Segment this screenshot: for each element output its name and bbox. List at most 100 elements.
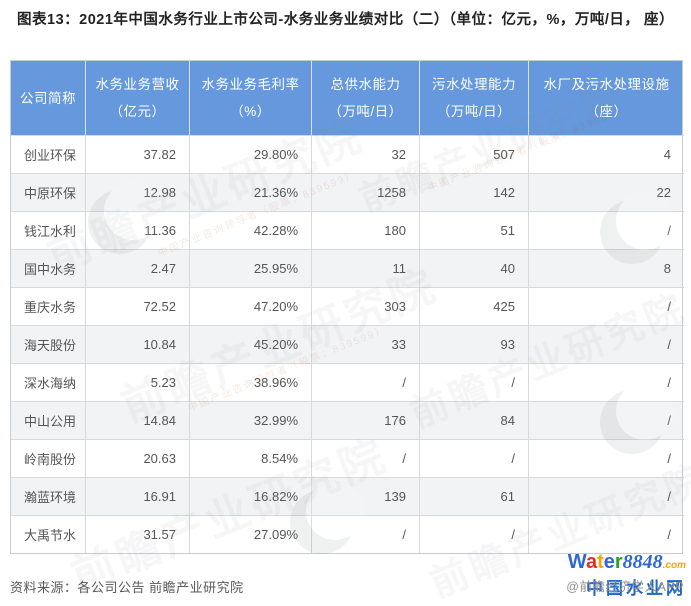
brand-letter: W: [567, 551, 586, 573]
value-cell: 5.23: [86, 363, 190, 401]
table-row: 重庆水务 72.52 47.20% 303 425/: [11, 287, 684, 325]
value-cell: 1258: [312, 173, 420, 211]
table-row: 海天股份 10.84 45.20% 33 93/: [11, 325, 684, 363]
value-cell: /: [529, 401, 684, 439]
value-cell: /: [529, 439, 684, 477]
value-cell: 45.20%: [190, 325, 312, 363]
column-header-gross-margin: 水务业务毛利率 （%）: [190, 61, 312, 135]
value-cell: 93: [420, 325, 529, 363]
company-cell: 岭南股份: [11, 439, 86, 477]
value-cell: /: [312, 515, 420, 553]
company-cell: 创业环保: [11, 135, 86, 173]
table-row: 创业环保 37.82 29.80% 32 507 4: [11, 135, 684, 173]
value-cell: 11: [312, 249, 420, 287]
value-cell: 11.36: [86, 211, 190, 249]
company-cell: 中山公用: [11, 401, 86, 439]
figure-title: 图表13：2021年中国水务行业上市公司-水务业务业绩对比（二）（单位：亿元，%…: [17, 12, 674, 28]
company-cell: 钱江水利: [11, 211, 86, 249]
value-cell: /: [529, 515, 684, 553]
table-header-row: 公司简称 水务业务营收 （亿元） 水务业务毛利率 （%） 总供水能力 （万吨/日…: [11, 61, 682, 135]
value-cell: /: [529, 477, 684, 515]
value-cell: 27.09%: [190, 515, 312, 553]
header-unit: （万吨/日）: [436, 104, 512, 119]
value-cell: 10.84: [86, 325, 190, 363]
column-header-company: 公司简称: [11, 61, 86, 135]
value-cell: 20.63: [86, 439, 190, 477]
header-label: 水务业务毛利率: [201, 77, 300, 92]
value-cell: 72.52: [86, 287, 190, 325]
company-cell: 中原环保: [11, 173, 86, 211]
brand-letter: r: [614, 551, 623, 573]
water8848-logo: Water8848.com: [568, 551, 686, 573]
header-label: 污水处理能力: [432, 77, 516, 92]
value-cell: 176: [312, 401, 420, 439]
table-row: 钱江水利 11.36 42.28% 180 51/: [11, 211, 684, 249]
value-cell: 4: [529, 135, 684, 173]
value-cell: 40: [420, 249, 529, 287]
column-header-supply-capacity: 总供水能力 （万吨/日）: [312, 61, 420, 135]
header-label: 公司简称: [20, 90, 76, 106]
company-cell: 重庆水务: [11, 287, 86, 325]
value-cell: /: [529, 211, 684, 249]
value-cell: 61: [420, 477, 529, 515]
table-row: 瀚蓝环境 16.91 16.82% 139 61/: [11, 477, 684, 515]
header-unit: （座）: [585, 104, 628, 119]
value-cell: 142: [420, 173, 529, 211]
value-cell: 139: [312, 477, 420, 515]
company-cell: 瀚蓝环境: [11, 477, 86, 515]
column-header-sewage-capacity: 污水处理能力 （万吨/日）: [420, 61, 529, 135]
footer-logos: Water8848.com 中国水业网 @前瞻经济学人APP: [566, 551, 686, 598]
value-cell: /: [529, 325, 684, 363]
brand-letter: e: [603, 551, 615, 573]
value-cell: 21.36%: [190, 173, 312, 211]
value-cell: /: [420, 439, 529, 477]
header-label: 总供水能力: [330, 77, 401, 92]
value-cell: 507: [420, 135, 529, 173]
header-unit: （%）: [230, 104, 271, 119]
brand-letter: t: [597, 551, 604, 573]
value-cell: /: [529, 287, 684, 325]
value-cell: /: [420, 363, 529, 401]
header-unit: （万吨/日）: [328, 104, 403, 119]
value-cell: 8: [529, 249, 684, 287]
value-cell: 14.84: [86, 401, 190, 439]
value-cell: 2.47: [86, 249, 190, 287]
source-note: 资料来源：各公司公告 前瞻产业研究院: [10, 580, 244, 595]
value-cell: /: [529, 363, 684, 401]
value-cell: 51: [420, 211, 529, 249]
value-cell: /: [312, 439, 420, 477]
table-row: 大禹节水 31.57 27.09% / / /: [11, 515, 684, 553]
table-body: 创业环保 37.82 29.80% 32 507 4 中原环保 12.98 21.36% 1258…: [11, 135, 684, 553]
value-cell: 42.28%: [190, 211, 312, 249]
value-cell: 33: [312, 325, 420, 363]
table-row: 中山公用 14.84 32.99% 176 84/: [11, 401, 684, 439]
value-cell: 180: [312, 211, 420, 249]
data-table: 公司简称 水务业务营收 （亿元） 水务业务毛利率 （%） 总供水能力 （万吨/日…: [10, 60, 684, 554]
value-cell: 32.99%: [190, 401, 312, 439]
company-cell: 海天股份: [11, 325, 86, 363]
brand-word: Water: [568, 551, 623, 573]
company-cell: 大禹节水: [11, 515, 86, 553]
column-header-facilities: 水厂及污水处理设施 （座）: [529, 61, 684, 135]
value-cell: 8.54%: [190, 439, 312, 477]
value-cell: 29.80%: [190, 135, 312, 173]
value-cell: 16.82%: [190, 477, 312, 515]
value-cell: 303: [312, 287, 420, 325]
value-cell: 22: [529, 173, 684, 211]
company-cell: 深水海纳: [11, 363, 86, 401]
table-row: 深水海纳 5.23 38.96% / / /: [11, 363, 684, 401]
value-cell: 31.57: [86, 515, 190, 553]
app-credit: @前瞻经济学人APP: [566, 580, 684, 594]
value-cell: 37.82: [86, 135, 190, 173]
value-cell: 25.95%: [190, 249, 312, 287]
header-unit: （亿元）: [109, 104, 166, 119]
brand-tld: .com: [662, 560, 686, 571]
value-cell: 16.91: [86, 477, 190, 515]
table-row: 岭南股份 20.63 8.54% / / /: [11, 439, 684, 477]
value-cell: 84: [420, 401, 529, 439]
value-cell: 425: [420, 287, 529, 325]
brand-letter: a: [585, 551, 598, 573]
header-label: 水厂及污水处理设施: [543, 77, 670, 92]
value-cell: /: [312, 363, 420, 401]
